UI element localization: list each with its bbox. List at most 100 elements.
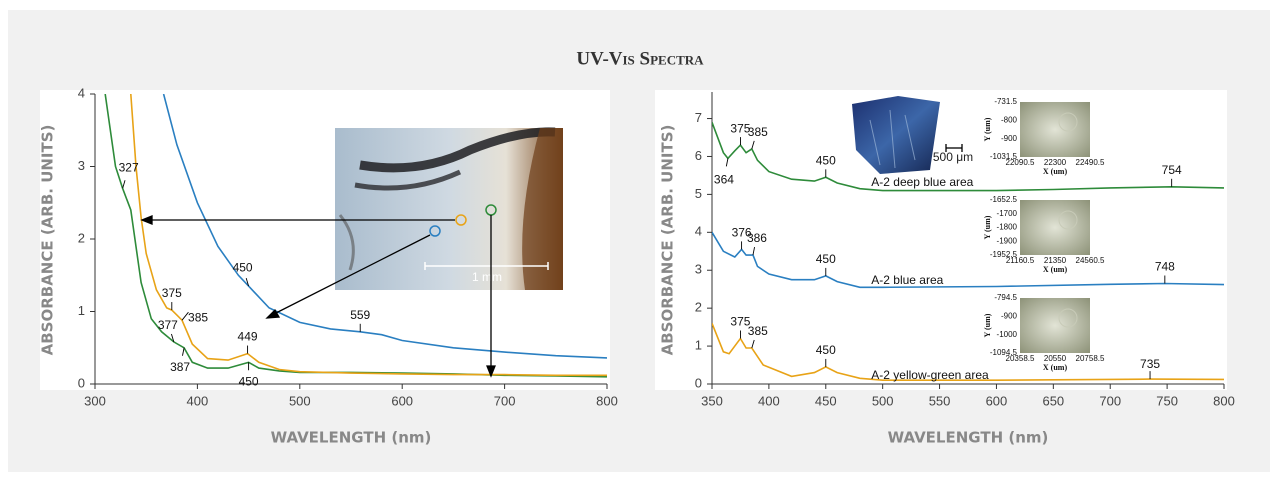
x-tick-label: 800	[596, 393, 618, 408]
annotation-label: 375	[730, 121, 750, 135]
inset-y-title: Y (um)	[983, 215, 992, 239]
x-tick-label: 600	[986, 393, 1008, 408]
x-axis-title: WAVELENGTH (nm)	[888, 429, 1049, 447]
y-tick-label: 1	[695, 338, 702, 353]
y-tick-label: 2	[78, 230, 85, 245]
series-line	[162, 94, 607, 359]
annotation-label: 735	[1140, 357, 1160, 371]
scale-label: 500 μm	[933, 150, 973, 164]
y-axis-title: ABSORBANCE (ARB. UNITS)	[659, 125, 677, 356]
inset-y-tick-label: -1952.5	[990, 250, 1018, 259]
series-label: A-2 deep blue area	[871, 175, 973, 189]
micro-feature	[1058, 210, 1078, 230]
y-axis-title: ABSORBANCE (ARB. UNITS)	[39, 125, 57, 356]
annotation-tick	[725, 158, 729, 167]
y-tick-label: 4	[78, 85, 85, 100]
inset-y-tick-label: -1800	[997, 223, 1018, 232]
inset-y-title: Y (um)	[983, 117, 992, 141]
scale-label: 1 mm	[472, 270, 502, 284]
inset-x-tick-label: 21160.5	[1006, 256, 1035, 265]
inset-x-tick-label: 20758.5	[1076, 354, 1105, 363]
inset-y-tick-label: -800	[1001, 115, 1018, 124]
x-tick-label: 650	[1042, 393, 1064, 408]
inset-x-tick-label: 20550	[1044, 354, 1067, 363]
annotation-label: 450	[816, 252, 836, 266]
inset-x-title: X (um)	[1043, 363, 1068, 372]
x-tick-label: 700	[494, 393, 516, 408]
annotation-tick	[751, 140, 755, 150]
annotation-label: 450	[816, 343, 836, 357]
micro-feature	[1058, 112, 1078, 132]
inset-y-tick-label: -1900	[997, 236, 1018, 245]
annotation-tick	[245, 277, 250, 287]
x-tick-label: 600	[391, 393, 413, 408]
x-tick-label: 700	[1099, 393, 1121, 408]
inset-x-tick-label: 22090.5	[1006, 158, 1035, 167]
inset-y-tick-label: -900	[1001, 311, 1018, 320]
plot-bg	[655, 90, 1227, 390]
y-tick-label: 3	[695, 262, 702, 277]
photo-inset	[335, 127, 563, 290]
annotation-label: 386	[747, 231, 767, 245]
annotation-label: 364	[714, 173, 734, 187]
y-tick-label: 2	[695, 300, 702, 315]
micro-photo	[1020, 298, 1090, 353]
annotation-label: 449	[238, 330, 258, 344]
x-axis-title: WAVELENGTH (nm)	[271, 429, 432, 447]
inset-y-tick-label: -1652.5	[990, 195, 1018, 204]
annotation-label: 375	[730, 315, 750, 329]
x-tick-label: 500	[872, 393, 894, 408]
y-tick-label: 7	[695, 110, 702, 125]
x-tick-label: 300	[84, 393, 106, 408]
inset-y-tick-label: -731.5	[994, 97, 1017, 106]
inset-y-tick-label: -900	[1001, 134, 1018, 143]
annotation-label: 377	[158, 318, 178, 332]
inset-x-tick-label: 20358.5	[1006, 354, 1035, 363]
inset-y-tick-label: -1700	[997, 209, 1018, 218]
annotation-label: 376	[732, 226, 752, 240]
annotation-tick	[181, 311, 189, 321]
arrows	[140, 215, 496, 378]
x-tick-label: 800	[1213, 393, 1235, 408]
figure-title: UV-Vis Spectra	[576, 48, 704, 69]
annotation-label: 754	[1162, 163, 1182, 177]
series-label: A-2 yellow-green area	[871, 368, 989, 382]
inset-x-title: X (um)	[1043, 167, 1068, 176]
annotation-label: 450	[816, 153, 836, 167]
annotation-tick	[122, 180, 126, 189]
annotation-tick	[182, 347, 185, 356]
annotation-tick	[751, 339, 755, 349]
micro-photo	[1020, 102, 1090, 157]
micro-photo	[1020, 200, 1090, 255]
y-tick-label: 5	[695, 186, 702, 201]
series-line	[712, 122, 1224, 192]
series-line	[712, 231, 1224, 289]
annotation-label: 385	[188, 310, 208, 324]
inset-y-tick-label: -1000	[997, 330, 1018, 339]
inset-x-title: X (um)	[1043, 265, 1068, 274]
x-tick-label: 750	[1156, 393, 1178, 408]
series-line	[712, 323, 1224, 381]
y-tick-label: 0	[78, 375, 85, 390]
annotation-label: 748	[1155, 260, 1175, 274]
annotation-label: 450	[233, 260, 253, 274]
annotation-label: 387	[170, 360, 190, 374]
y-tick-label: 1	[78, 303, 85, 318]
x-tick-label: 350	[701, 393, 723, 408]
x-tick-label: 400	[758, 393, 780, 408]
inset-y-tick-label: -1094.5	[990, 348, 1018, 357]
x-tick-label: 550	[929, 393, 951, 408]
inset-y-tick-label: -1031.5	[990, 152, 1018, 161]
annotation-label: 559	[350, 308, 370, 322]
annotation-tick	[752, 246, 756, 256]
annotation-label: 450	[239, 374, 259, 388]
inset-x-tick-label: 24560.5	[1076, 256, 1105, 265]
annotation-label: 385	[748, 324, 768, 338]
x-tick-label: 450	[815, 393, 837, 408]
x-tick-label: 400	[187, 393, 209, 408]
inset-x-tick-label: 22300	[1044, 158, 1067, 167]
y-tick-label: 4	[695, 224, 702, 239]
y-tick-label: 3	[78, 158, 85, 173]
annotation-label: 375	[162, 286, 182, 300]
inset-x-tick-label: 22490.5	[1076, 158, 1105, 167]
